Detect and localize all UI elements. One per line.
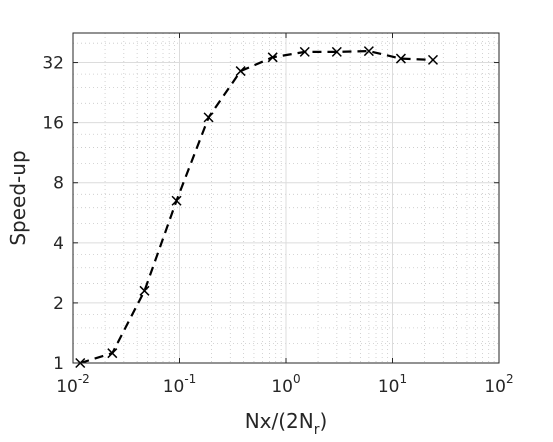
x-axis-label-sub: r: [314, 422, 320, 438]
data-point-marker: [267, 52, 278, 63]
data-point-marker: [171, 195, 182, 206]
x-tick-exponent: 1: [400, 372, 408, 386]
data-point-marker: [395, 53, 406, 64]
data-point-marker: [299, 46, 310, 57]
y-tick-label: 16: [42, 114, 64, 134]
x-tick-exponent: -1: [184, 372, 196, 386]
x-tick-label: 10-2: [56, 372, 90, 397]
y-axis-label: Speed-up: [6, 150, 30, 245]
x-tick-exponent: 0: [293, 372, 301, 386]
data-point-marker: [331, 46, 342, 57]
series-line: [79, 49, 434, 365]
x-tick-label: 102: [484, 372, 513, 397]
data-point-marker: [107, 348, 118, 359]
series-layer: [75, 46, 439, 369]
x-tick-exponent: -2: [78, 372, 90, 386]
x-tick-exponent: 2: [506, 372, 514, 386]
y-tick-label: 8: [53, 174, 64, 194]
data-point-marker: [363, 46, 374, 57]
data-point-marker: [235, 66, 246, 77]
x-axis-label: Nx/(2Nr): [245, 409, 328, 438]
y-tick-label: 1: [53, 354, 64, 374]
x-axis-ticks: 10-2 10-1 100 101 102: [56, 33, 514, 397]
y-tick-label: 32: [42, 54, 64, 74]
x-tick-base: 10: [484, 377, 506, 397]
x-tick-label: 101: [378, 372, 407, 397]
x-tick-base: 10: [271, 377, 293, 397]
x-tick-label: 10-1: [163, 372, 197, 397]
x-axis-label-end: ): [319, 409, 327, 433]
data-point-marker: [427, 54, 439, 65]
data-point-marker: [139, 285, 150, 296]
y-tick-label: 2: [53, 294, 64, 314]
y-tick-label: 4: [53, 234, 64, 254]
x-tick-base: 10: [378, 377, 400, 397]
x-tick-base: 10: [163, 377, 185, 397]
x-axis-label-main: Nx/(2N: [245, 409, 314, 433]
x-tick-label: 100: [271, 372, 300, 397]
data-point-marker: [203, 112, 214, 123]
y-axis-ticks: 1 2 4 8 16 32: [42, 54, 499, 374]
x-tick-base: 10: [56, 377, 78, 397]
